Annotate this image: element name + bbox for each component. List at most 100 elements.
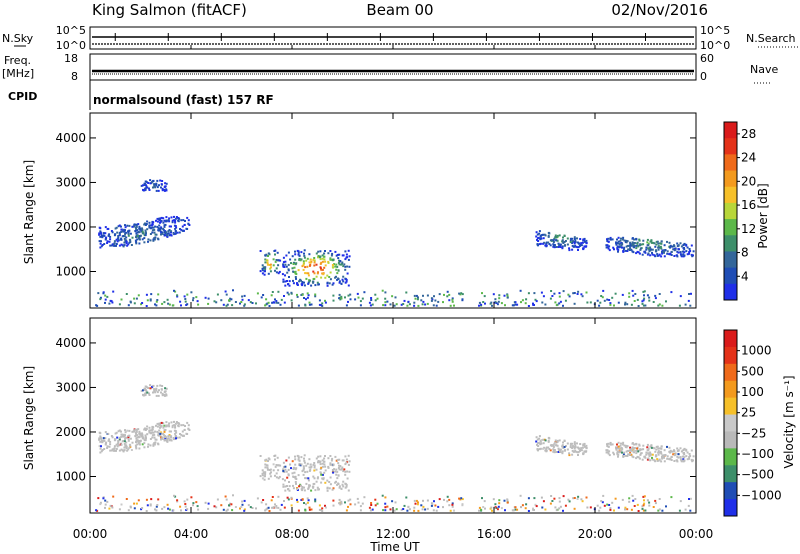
echo-point	[149, 504, 152, 507]
echo-point	[260, 296, 263, 299]
echo-point	[557, 246, 560, 248]
echo-point	[162, 228, 165, 231]
echo-point	[320, 304, 323, 307]
echo-point	[568, 249, 571, 252]
echo-point	[274, 260, 277, 263]
echo-point	[413, 506, 416, 509]
echo-point	[657, 245, 660, 248]
echo-point	[303, 249, 306, 252]
echo-point	[605, 451, 608, 454]
echo-point	[315, 275, 318, 278]
echo-point	[403, 299, 406, 302]
echo-point	[680, 254, 683, 257]
echo-point	[417, 509, 420, 512]
echo-point	[268, 469, 271, 471]
echo-point	[118, 231, 121, 234]
echo-point	[583, 450, 586, 453]
echo-point	[645, 451, 648, 454]
echo-point	[344, 501, 346, 504]
echo-point	[544, 303, 547, 306]
echo-point	[261, 269, 264, 272]
echo-point	[677, 244, 680, 247]
echo-point	[226, 508, 229, 511]
echo-point	[177, 220, 180, 223]
echo-point	[498, 499, 501, 502]
echo-point	[561, 247, 564, 250]
echo-point	[132, 430, 135, 433]
echo-point	[170, 230, 173, 233]
echo-point	[113, 445, 116, 448]
freq-min-label: 8	[71, 70, 78, 83]
echo-point	[155, 300, 158, 303]
echo-point	[628, 244, 631, 247]
echo-point	[624, 249, 627, 252]
echo-point	[141, 433, 144, 436]
echo-point	[142, 393, 144, 396]
echo-point	[117, 440, 120, 442]
echo-point	[338, 468, 341, 471]
echo-point	[536, 243, 539, 246]
echo-point	[603, 504, 606, 507]
echo-point	[135, 439, 138, 442]
echo-point	[578, 450, 581, 452]
echo-point	[148, 431, 151, 434]
echo-point	[403, 504, 406, 507]
echo-point	[575, 450, 578, 453]
echo-point	[657, 509, 660, 512]
echo-point	[267, 255, 269, 257]
echo-point	[678, 304, 681, 307]
echo-point	[322, 478, 325, 481]
echo-point	[658, 498, 661, 500]
echo-point	[554, 506, 557, 509]
echo-point	[628, 295, 631, 298]
velocity-colorbar-tick-label: 25	[741, 406, 756, 420]
echo-point	[184, 505, 187, 508]
echo-point	[331, 264, 334, 266]
echo-point	[273, 455, 276, 457]
echo-point	[642, 495, 645, 498]
echo-point	[243, 303, 246, 306]
echo-point	[175, 226, 178, 229]
echo-point	[572, 292, 575, 295]
echo-point	[562, 236, 564, 239]
echo-point	[336, 253, 339, 256]
echo-point	[146, 220, 149, 223]
echo-point	[343, 468, 346, 471]
echo-point	[341, 278, 344, 281]
echo-point	[344, 281, 347, 284]
echo-point	[626, 244, 629, 247]
echo-point	[118, 429, 121, 432]
echo-point	[414, 502, 417, 505]
echo-point	[676, 250, 679, 253]
echo-point	[125, 236, 128, 239]
echo-point	[287, 498, 290, 501]
echo-point	[544, 244, 547, 247]
echo-point	[626, 508, 629, 511]
echo-point	[167, 507, 170, 510]
echo-point	[161, 385, 164, 387]
echo-point	[646, 241, 649, 244]
echo-point	[174, 220, 177, 222]
echo-point	[152, 179, 155, 182]
echo-point	[683, 247, 685, 249]
echo-point	[125, 239, 128, 242]
echo-point	[274, 465, 277, 468]
power-ytick-label-3: 4000	[55, 131, 86, 145]
echo-point	[127, 436, 130, 439]
echo-point	[292, 263, 295, 265]
echo-point	[129, 300, 132, 303]
echo-point	[520, 506, 522, 509]
echo-point	[605, 246, 608, 249]
echo-point	[622, 453, 625, 456]
echo-point	[394, 501, 397, 504]
echo-point	[636, 503, 639, 506]
echo-point	[306, 462, 309, 465]
echo-point	[125, 444, 128, 447]
echo-point	[102, 232, 105, 235]
echo-point	[192, 502, 195, 505]
echo-point	[113, 244, 116, 247]
echo-point	[115, 431, 118, 434]
echo-point	[288, 489, 291, 492]
echo-point	[537, 449, 539, 452]
echo-point	[359, 304, 362, 307]
